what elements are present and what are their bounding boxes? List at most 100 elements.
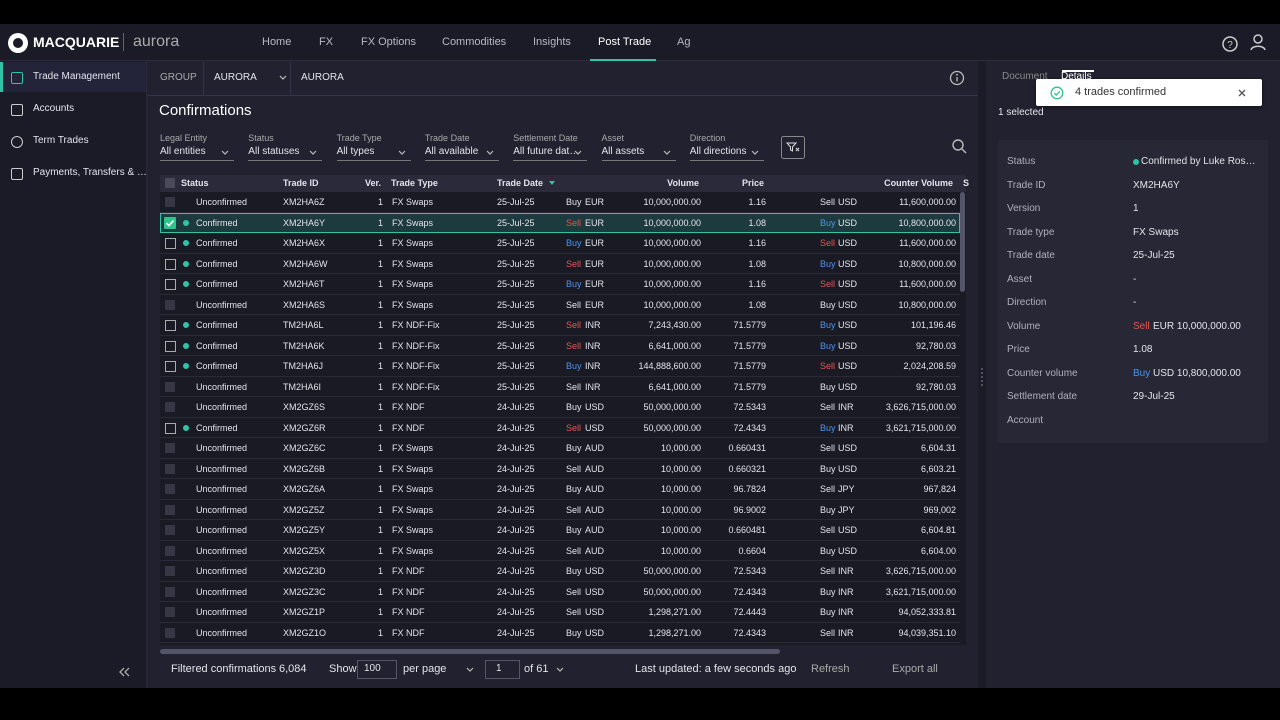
volume: 50,000,000.00 bbox=[643, 564, 701, 578]
filter-value[interactable]: All entities bbox=[160, 145, 206, 159]
row-checkbox[interactable] bbox=[165, 361, 176, 372]
sidebar-item[interactable]: Trade Management bbox=[33, 70, 120, 84]
column-header[interactable]: Price bbox=[742, 176, 764, 190]
nav-item[interactable]: Ag bbox=[677, 35, 690, 49]
filter-label: Trade Type bbox=[337, 131, 382, 145]
trade-id: XM2HA6Z bbox=[283, 195, 325, 209]
page-number[interactable]: 1 bbox=[496, 662, 502, 676]
counter-side: Sell bbox=[820, 482, 835, 496]
trade-id: XM2GZ3C bbox=[283, 585, 326, 599]
price: 1.16 bbox=[748, 236, 766, 250]
trade-id: XM2GZ5X bbox=[283, 544, 325, 558]
detail-label: Status bbox=[1007, 155, 1035, 169]
filter-chevron bbox=[574, 150, 582, 156]
column-header[interactable]: Status bbox=[181, 176, 209, 190]
currency: AUD bbox=[585, 462, 604, 476]
counter-side: Buy bbox=[820, 421, 836, 435]
group-chevron bbox=[279, 75, 287, 81]
detail-label: Trade type bbox=[1007, 226, 1054, 240]
clear-filters-button[interactable] bbox=[781, 136, 805, 159]
column-header[interactable]: Trade Type bbox=[391, 176, 438, 190]
volume: 50,000,000.00 bbox=[643, 400, 701, 414]
svg-text:?: ? bbox=[1227, 40, 1233, 51]
filter-value[interactable]: All statuses bbox=[248, 145, 299, 159]
details-tab[interactable]: Document bbox=[1002, 70, 1048, 84]
trade-id: XM2GZ6R bbox=[283, 421, 326, 435]
volume: 10,000,000.00 bbox=[643, 195, 701, 209]
status: Unconfirmed bbox=[196, 585, 247, 599]
column-header[interactable]: Volume bbox=[667, 176, 699, 190]
user-icon[interactable] bbox=[1248, 32, 1268, 52]
sidebar-item[interactable]: Accounts bbox=[33, 102, 74, 116]
nav-item[interactable]: Home bbox=[262, 35, 291, 49]
filter-value[interactable]: All future dat… bbox=[513, 145, 579, 159]
per-page: per page bbox=[403, 662, 446, 676]
row-checkbox[interactable] bbox=[165, 423, 176, 434]
filter-value[interactable]: All directions bbox=[690, 145, 747, 159]
counter-volume: 3,621,715,000.00 bbox=[886, 421, 956, 435]
sidebar-item[interactable]: Term Trades bbox=[33, 134, 89, 148]
collapse-sidebar[interactable] bbox=[118, 666, 132, 678]
column-header[interactable]: Trade ID bbox=[283, 176, 319, 190]
counter-currency: USD bbox=[838, 298, 857, 312]
side: Buy bbox=[566, 236, 582, 250]
drag-handle[interactable] bbox=[979, 366, 985, 388]
v-scrollbar[interactable] bbox=[960, 192, 965, 292]
filter-value[interactable]: All types bbox=[337, 145, 375, 159]
group-select[interactable]: AURORA bbox=[214, 71, 257, 85]
version: 1 bbox=[378, 400, 383, 414]
toast-close[interactable] bbox=[1237, 88, 1247, 98]
detail-value: 25-Jul-25 bbox=[1133, 249, 1175, 263]
column-header[interactable]: S bbox=[963, 176, 969, 190]
detail-value: Confirmed by Luke Ros… bbox=[1141, 155, 1256, 169]
status: Unconfirmed bbox=[196, 380, 247, 394]
row-checkbox[interactable] bbox=[164, 217, 176, 229]
nav-item[interactable]: Post Trade bbox=[598, 35, 651, 49]
filter-chevron bbox=[221, 150, 229, 156]
refresh-button[interactable]: Refresh bbox=[811, 662, 850, 676]
filter-value[interactable]: All available bbox=[425, 145, 478, 159]
status: Confirmed bbox=[196, 216, 238, 230]
nav-item[interactable]: FX bbox=[319, 35, 333, 49]
trade-id: XM2GZ5Y bbox=[283, 523, 325, 537]
row-checkbox[interactable] bbox=[165, 259, 176, 270]
detail-value: FX Swaps bbox=[1133, 226, 1179, 240]
filter-underline bbox=[602, 160, 676, 161]
volume: 10,000.00 bbox=[661, 503, 701, 517]
column-header[interactable]: Trade Date bbox=[497, 176, 543, 190]
search-icon[interactable] bbox=[951, 138, 967, 154]
row-checkbox[interactable] bbox=[165, 279, 176, 290]
export-button[interactable]: Export all bbox=[892, 662, 938, 676]
sidebar-item[interactable]: Payments, Transfers & … bbox=[33, 166, 147, 180]
sidebar-icon bbox=[11, 104, 23, 116]
trade-id: XM2HA6T bbox=[283, 277, 325, 291]
trade-type: FX Swaps bbox=[392, 216, 433, 230]
nav-item[interactable]: FX Options bbox=[361, 35, 416, 49]
column-header[interactable]: Counter Volume bbox=[884, 176, 953, 190]
row-checkbox[interactable] bbox=[165, 320, 176, 331]
trade-type: FX NDF bbox=[392, 564, 425, 578]
h-scrollbar[interactable] bbox=[160, 649, 780, 654]
price: 71.5779 bbox=[733, 380, 766, 394]
row-checkbox[interactable] bbox=[165, 341, 176, 352]
trade-id: XM2GZ3D bbox=[283, 564, 326, 578]
details-tab[interactable]: Details bbox=[1061, 70, 1092, 84]
counter-side: Sell bbox=[820, 400, 835, 414]
counter-side: Buy bbox=[820, 605, 836, 619]
row-checkbox[interactable] bbox=[165, 238, 176, 249]
trade-date: 25-Jul-25 bbox=[497, 380, 535, 394]
detail-value: - bbox=[1133, 273, 1136, 287]
page-size[interactable]: 100 bbox=[364, 662, 381, 676]
nav-item[interactable]: Insights bbox=[533, 35, 571, 49]
help-icon[interactable]: ? bbox=[1221, 35, 1239, 53]
page-box[interactable] bbox=[485, 660, 520, 679]
info-icon[interactable] bbox=[949, 70, 965, 86]
status: Unconfirmed bbox=[196, 441, 247, 455]
detail-label: Asset bbox=[1007, 273, 1032, 287]
counter-volume: 6,604.31 bbox=[921, 441, 956, 455]
filter-chevron bbox=[663, 150, 671, 156]
column-header[interactable]: Ver. bbox=[365, 176, 381, 190]
show-label: Show bbox=[329, 662, 357, 676]
nav-item[interactable]: Commodities bbox=[442, 35, 506, 49]
filter-value[interactable]: All assets bbox=[602, 145, 645, 159]
